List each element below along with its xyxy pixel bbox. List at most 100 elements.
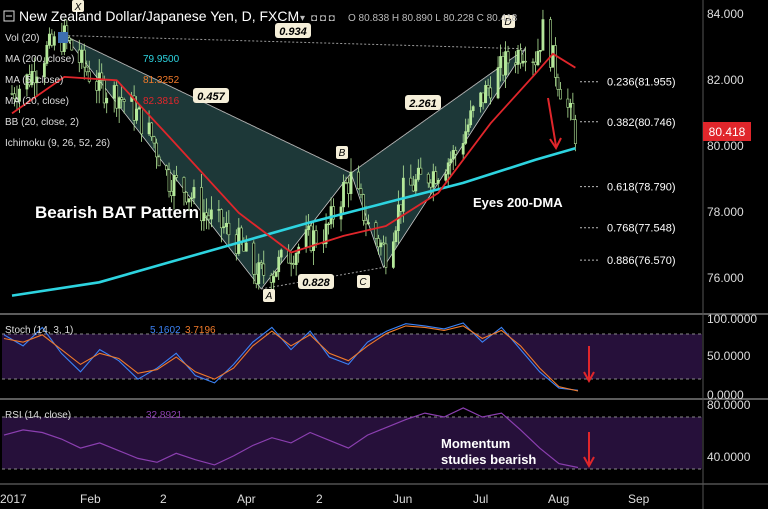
x-tick-label: 2	[316, 492, 323, 506]
ratio-label-0457: 0.457	[193, 88, 229, 103]
candle-body	[292, 263, 296, 265]
down-arrow-icon	[583, 432, 595, 469]
candle-body	[277, 256, 281, 273]
candle-body	[147, 122, 151, 135]
candle-body	[227, 222, 231, 236]
y-tick-label: 80.000	[707, 139, 744, 153]
point-label-b: B	[336, 146, 348, 159]
legend-ma20[interactable]: MA (20, close)	[5, 96, 69, 107]
x-tick-label: 2	[160, 492, 167, 506]
last-price-value: 80.418	[709, 125, 746, 139]
ratio-label-text: 0.828	[302, 277, 330, 289]
candle-body	[112, 85, 116, 99]
fib-level-label: 0.236(81.955)	[607, 77, 676, 89]
candle-body	[207, 215, 211, 220]
stoch-k-line	[3, 322, 579, 391]
candle-body	[304, 229, 308, 248]
candle-body	[429, 182, 433, 188]
ratio-line-ac	[261, 266, 384, 290]
settings-icon[interactable]	[58, 32, 68, 43]
candle-body	[524, 60, 527, 63]
candle-body	[200, 187, 203, 222]
candle-body	[279, 249, 283, 258]
candle-body	[399, 204, 403, 212]
candle-body	[551, 45, 555, 68]
candle-body	[531, 61, 535, 64]
candlestick-series	[10, 9, 577, 290]
x-tick-label: Sep	[628, 492, 650, 506]
legend-rsi[interactable]: RSI (14, close)	[5, 410, 71, 421]
point-label-text: B	[339, 148, 346, 159]
candle-body	[401, 177, 405, 212]
candle-body	[489, 87, 493, 99]
header-tools-icon[interactable]: ◘ ◘ ◘	[311, 13, 335, 24]
point-label-bg	[336, 146, 348, 159]
point-label-bg	[502, 15, 515, 28]
candle-body	[100, 72, 104, 81]
point-label-text: C	[359, 277, 367, 288]
header-caret-icon[interactable]: ▾	[300, 13, 305, 24]
ratio-label-bg	[275, 23, 311, 38]
candle-body	[13, 93, 16, 100]
candle-body	[257, 262, 261, 284]
candle-body	[359, 188, 363, 195]
ratio-label-0934: 0.934	[275, 23, 311, 38]
x-tick-label: Apr	[237, 492, 256, 506]
y-tick-label: 80.0000	[707, 398, 751, 412]
candle-body	[242, 241, 246, 252]
candle-body	[514, 62, 517, 65]
legend-bb[interactable]: BB (20, close, 2)	[5, 117, 79, 128]
candle-body	[377, 238, 380, 248]
candle-body	[105, 97, 109, 104]
collapse-icon[interactable]	[3, 10, 15, 22]
ratio-label-text: 0.934	[279, 26, 307, 38]
legend-ma5[interactable]: MA (5, close)	[5, 75, 63, 86]
candle-body	[237, 227, 241, 254]
candle-body	[534, 61, 537, 66]
candle-body	[150, 122, 153, 138]
time-axis[interactable]: 2017 Feb 2 Apr 2 Jun Jul Aug Sep	[0, 492, 650, 506]
price-axis[interactable]: 84.000 82.000 80.000 78.000 76.000 100.0…	[707, 7, 757, 464]
candle-body	[152, 136, 156, 144]
candle-body	[499, 56, 502, 68]
candle-body	[364, 220, 368, 225]
candle-body	[554, 45, 557, 78]
candle-body	[367, 222, 370, 225]
candle-body	[344, 182, 348, 184]
candle-body	[444, 173, 448, 181]
candle-body	[464, 131, 468, 144]
candle-body	[252, 242, 256, 275]
momentum-annotation-line2: studies bearish	[441, 452, 536, 467]
candle-body	[342, 182, 345, 208]
candle-body	[349, 171, 353, 194]
candle-body	[479, 92, 483, 107]
legend-ichimoku[interactable]: Ichimoku (9, 26, 52, 26)	[5, 138, 110, 149]
indicator-legend[interactable]: Vol (20) MA (200, close) 79.9500 MA (5, …	[5, 32, 180, 149]
candle-body	[539, 50, 542, 52]
candle-body	[115, 85, 119, 109]
candle-body	[314, 230, 318, 244]
candle-body	[451, 150, 455, 160]
legend-vol[interactable]: Vol (20)	[5, 33, 39, 44]
candle-body	[87, 71, 91, 82]
legend-stoch-k: 5.1602	[150, 325, 181, 336]
candle-body	[102, 80, 106, 104]
fib-level-label: 0.768(77.548)	[607, 223, 676, 235]
candle-body	[172, 175, 176, 196]
x-tick-label: Jul	[473, 492, 488, 506]
stoch-d-line	[3, 325, 579, 392]
y-tick-label: 82.000	[707, 73, 744, 87]
y-tick-label: 40.0000	[707, 450, 751, 464]
candle-body	[274, 271, 278, 277]
legend-stoch[interactable]: Stoch (14, 3, 1)	[5, 325, 73, 336]
candle-body	[137, 107, 141, 110]
candle-body	[269, 275, 273, 283]
candle-body	[185, 192, 188, 203]
candle-body	[558, 89, 562, 100]
y-tick-label: 0.0000	[707, 388, 744, 402]
legend-ma200[interactable]: MA (200, close)	[5, 54, 74, 65]
candle-body	[327, 223, 330, 226]
symbol-title: New Zealand Dollar/Japanese Yen, D, FXCM	[19, 8, 299, 24]
candle-body	[187, 198, 191, 203]
